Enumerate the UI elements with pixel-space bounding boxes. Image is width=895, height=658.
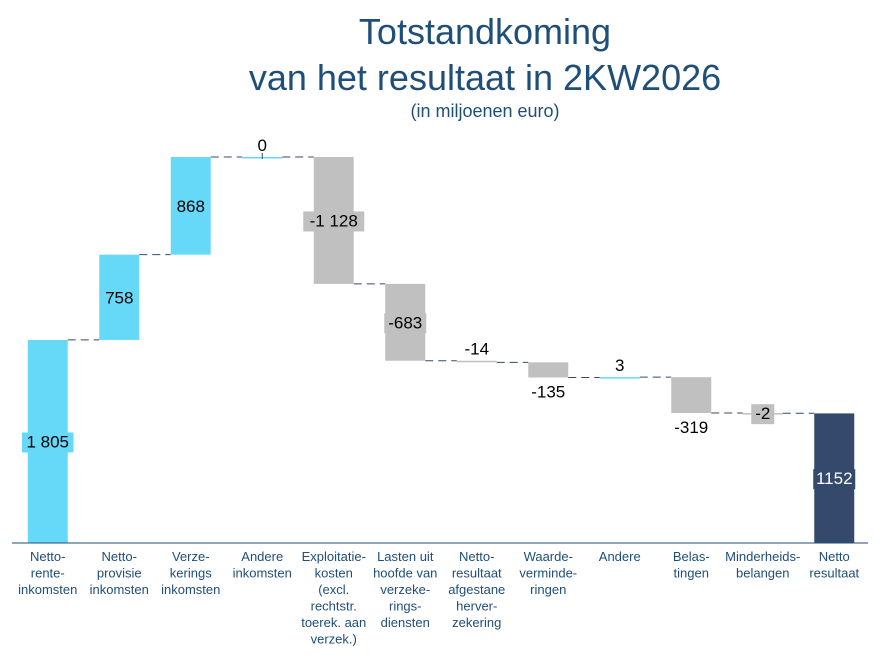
category-label-line: inkomsten [233,566,292,581]
data-label-background [813,469,856,490]
category-label: Netto-rente-inkomsten [18,549,77,597]
category-label-line: hoofde van [373,566,437,581]
category-label-line: Minderheids- [725,549,800,564]
category-label-line: diensten [381,615,430,630]
category-label-line: Andere [599,549,641,564]
category-label-line: ringen [530,582,566,597]
data-label: 868 [177,197,205,216]
category-label: Lasten uit hoofde van verzeke-rings-dienst… [373,549,437,630]
data-label-background [103,288,136,309]
category-label-line: verzek.) [311,632,357,647]
category-label: Verze-kerings inkomsten [161,549,220,597]
category-label-line: toerek. aan [301,615,366,630]
data-label: -135 [531,383,565,402]
chart-title-line-1: Totstandkoming [358,11,612,52]
data-label: -2 [755,404,770,423]
category-label-line: kosten [315,566,353,581]
chart-subtitle: (in miljoenen euro) [410,101,560,121]
category-label: Netto-provisie inkomsten [90,549,149,597]
category-label-line: inkomsten [161,582,220,597]
category-label-line: afgestane [448,582,505,597]
category-label-line: Verze- [172,549,210,564]
category-label: Netto resultaat [809,549,859,581]
data-label: -319 [674,418,708,437]
category-label: Belas-tingen [673,549,710,581]
data-label: 758 [105,288,133,307]
data-label: -1 128 [310,211,358,230]
category-label-line: inkomsten [18,582,77,597]
data-label: 1152 [816,469,853,488]
data-label-background [751,404,775,425]
data-label: 0 [258,136,267,155]
category-label: Andere inkomsten [233,549,292,581]
waterfall-bar [599,377,640,379]
category-label: Exploitatie-kosten (excl. rechtstr. toerek.… [301,549,366,647]
category-label-line: provisie [97,566,142,581]
category-label-line: zekering [452,615,501,630]
category-label-line: Netto- [30,549,65,564]
category-label-line: rings- [389,599,422,614]
category-label: Andere [599,549,641,564]
waterfall-bar [528,362,569,378]
category-label-line: Lasten uit [377,549,434,564]
category-label-line: resultaat [452,566,502,581]
category-label-line: Andere [241,549,283,564]
category-label-line: verminde- [519,566,577,581]
category-label-line: belangen [736,566,790,581]
category-label-line: Netto [819,549,850,564]
data-label-background [22,432,74,453]
category-label-line: rechtstr. [311,599,357,614]
category-label-line: Exploitatie- [302,549,366,564]
category-label-line: verzeke- [380,582,430,597]
data-label: -683 [388,313,422,332]
category-label: Waarde-verminde-ringen [519,549,577,597]
category-label-line: Belas- [673,549,710,564]
waterfall-bar [456,360,497,363]
category-label-line: Waarde- [524,549,573,564]
connector-lines [67,156,815,414]
category-label-line: resultaat [809,566,859,581]
data-label-background [303,211,365,232]
data-label: 3 [615,356,624,375]
data-label-background [384,313,427,334]
category-label-line: Netto- [102,549,137,564]
category-label-line: kerings [170,566,212,581]
data-label: -14 [464,340,489,359]
waterfall-bar [671,377,712,414]
category-label-line: rente- [31,566,65,581]
category-label: Minderheids-belangen [725,549,800,581]
data-label: 1 805 [26,432,69,451]
data-label-background [174,196,207,217]
category-label-line: Netto- [459,549,494,564]
category-label-line: tingen [674,566,709,581]
category-label-line: herver- [456,599,497,614]
category-label-line: (excl. [318,582,349,597]
category-label: Netto-resultaat afgestane herver-zekering [448,549,505,630]
category-label-line: inkomsten [90,582,149,597]
chart-title-line-2: van het resultaat in 2KW2026 [248,57,722,98]
